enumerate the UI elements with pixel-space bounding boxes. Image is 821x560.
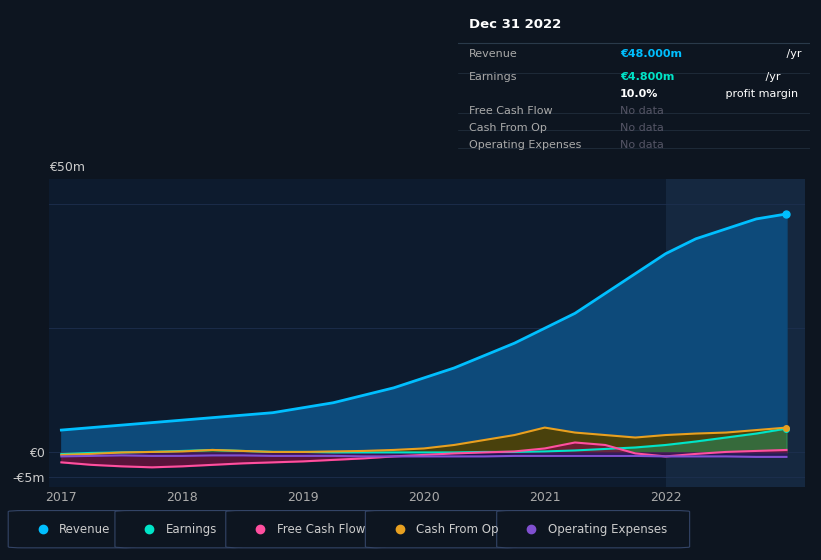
Text: 10.0%: 10.0% (620, 89, 658, 99)
Text: Operating Expenses: Operating Expenses (469, 141, 581, 151)
Text: No data: No data (620, 106, 663, 116)
Text: Earnings: Earnings (166, 522, 218, 536)
Bar (666, 179, 810, 487)
Text: Dec 31 2022: Dec 31 2022 (469, 17, 561, 31)
Text: Cash From Op: Cash From Op (416, 522, 498, 536)
Text: profit margin: profit margin (722, 89, 798, 99)
Text: €4.800m: €4.800m (620, 72, 674, 82)
FancyBboxPatch shape (365, 511, 517, 548)
Text: Revenue: Revenue (59, 522, 111, 536)
Text: /yr: /yr (782, 49, 801, 59)
Text: €48.000m: €48.000m (620, 49, 681, 59)
FancyBboxPatch shape (497, 511, 690, 548)
Bar (458, 18, 810, 43)
FancyBboxPatch shape (115, 511, 242, 548)
Text: Earnings: Earnings (469, 72, 517, 82)
Text: Free Cash Flow: Free Cash Flow (469, 106, 553, 116)
Text: Cash From Op: Cash From Op (469, 123, 547, 133)
Text: No data: No data (620, 123, 663, 133)
Text: Operating Expenses: Operating Expenses (548, 522, 667, 536)
Text: €50m: €50m (49, 161, 85, 174)
Text: /yr: /yr (763, 72, 781, 82)
Text: Free Cash Flow: Free Cash Flow (277, 522, 365, 536)
Text: Revenue: Revenue (469, 49, 517, 59)
FancyBboxPatch shape (226, 511, 386, 548)
Text: No data: No data (620, 141, 663, 151)
FancyBboxPatch shape (8, 511, 135, 548)
